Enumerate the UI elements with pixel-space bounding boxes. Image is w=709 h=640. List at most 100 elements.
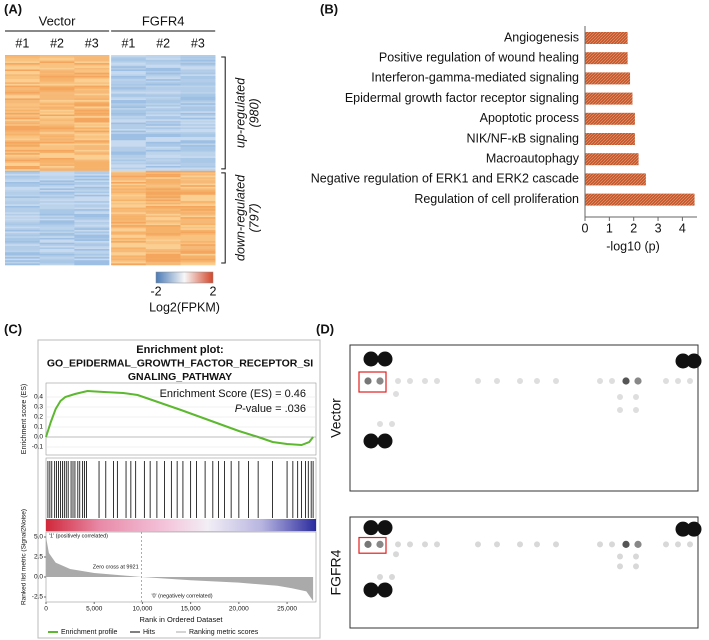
panel-label: (A) [4,1,22,16]
heatmap-stripe [180,96,216,99]
heatmap-stripe [39,106,75,109]
heatmap-stripe [111,196,147,199]
heatmap-stripe [5,191,40,194]
heatmap-stripe [145,257,181,259]
heatmap-stripe [39,69,75,72]
heatmap-stripe [39,80,75,83]
heatmap-stripe [5,141,40,144]
heatmap-stripe [74,106,110,109]
heatmap-stripe [5,103,40,106]
blot-dot [686,353,702,369]
heatmap-stripe [74,133,110,136]
heatmap-stripe [111,151,147,154]
heatmap-stripe [74,252,110,255]
heatmap-stripe [74,154,110,157]
y-axis-label: Enrichment score (ES) [21,384,28,454]
heatmap-stripe [39,122,75,125]
heatmap-stripe [145,143,181,146]
heatmap-stripe [111,205,147,208]
heatmap-stripe [145,77,181,80]
heatmap-stripe [145,117,181,120]
heatmap-stripe [180,223,216,226]
heatmap-stripe [74,93,110,96]
heatmap-stripe [74,197,110,200]
heatmap-stripe [5,132,40,135]
heatmap-stripe [111,156,147,159]
heatmap-stripe [180,90,216,93]
heatmap-stripe [5,98,40,101]
heatmap-stripe [111,63,147,65]
heatmap-stripe [145,127,181,130]
heatmap-stripe [39,120,75,123]
y-tick-label: 0.3 [34,404,43,411]
heatmap-stripe [145,244,181,247]
heatmap-stripe [145,128,181,131]
heatmap-stripe [111,260,147,263]
blot-dot [617,563,623,570]
heatmap-stripe [74,174,110,176]
heatmap-stripe [74,169,110,172]
heatmap-stripe [5,146,40,149]
heatmap-stripe [111,242,147,245]
heatmap-stripe [39,56,75,59]
heatmap-stripe [5,244,40,247]
heatmap-stripe [74,95,110,98]
heatmap-stripe [180,112,216,115]
blot-dot [363,433,379,449]
sample-label: #2 [156,36,170,50]
heatmap-stripe [111,119,147,122]
heatmap-stripe [5,241,40,243]
heatmap-stripe [180,109,216,112]
heatmap-stripe [5,140,40,143]
heatmap-stripe [74,183,110,186]
heatmap-stripe [5,249,40,251]
heatmap-stripe [39,175,75,178]
heatmap-stripe [39,220,75,223]
heatmap-stripe [39,101,75,104]
heatmap-stripe [5,148,40,151]
heatmap-stripe [145,72,181,75]
p-value-part: -value = .036 [242,403,306,415]
heatmap-stripe [5,212,40,215]
heatmap-stripe [39,125,75,128]
heatmap-stripe [5,100,40,102]
heatmap-stripe [74,188,110,191]
heatmap-stripe [111,245,147,248]
category-label: Epidermal growth factor receptor signali… [345,91,579,105]
heatmap-stripe [74,71,110,73]
heatmap-stripe [74,96,110,99]
heatmap-stripe [39,119,75,122]
heatmap-stripe [111,225,147,227]
heatmap-stripe [39,75,75,78]
heatmap-stripe [111,170,147,173]
heatmap-stripe [39,61,75,64]
highlight-box [358,371,387,393]
heatmap-stripe [39,156,75,159]
heatmap-stripe [180,117,216,120]
blot-dot [363,351,379,367]
heatmap-stripe [111,140,147,143]
heatmap-stripe [39,234,75,237]
heatmap-stripe [145,125,181,128]
heatmap-stripe [145,250,181,253]
blot-dot [494,378,500,384]
heatmap-stripe [180,213,216,216]
blot-dot [434,541,440,548]
heatmap-stripe [39,213,75,216]
heatmap-stripe [74,109,110,112]
heatmap-stripe [39,112,75,115]
heatmap-stripe [74,148,110,151]
heatmap-stripe [74,220,110,223]
heatmap-stripe [180,197,216,200]
heatmap-stripe [39,253,75,256]
heatmap-stripe [111,125,147,128]
heatmap-stripe [39,202,75,205]
heatmap-stripe [180,104,216,107]
heatmap-stripe [5,96,40,99]
heatmap-stripe [111,91,147,94]
heatmap-stripe [145,207,181,210]
heatmap-stripe [145,162,181,165]
blot-dot [633,394,639,400]
heatmap-stripe [39,91,75,94]
heatmap-stripe [145,220,181,223]
